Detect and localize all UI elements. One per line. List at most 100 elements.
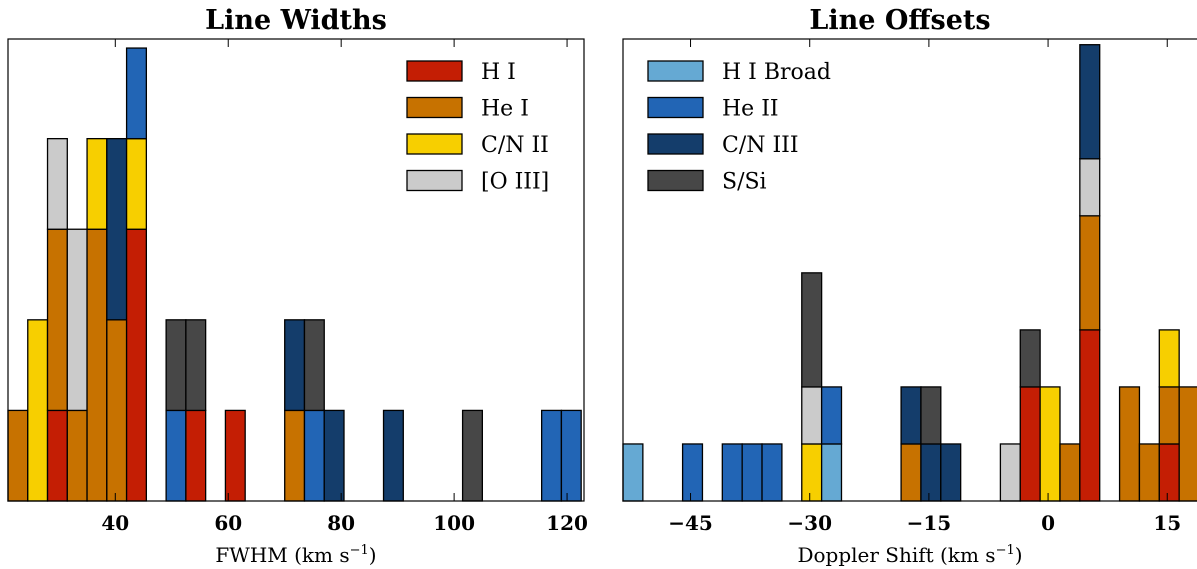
bar-segment	[185, 319, 207, 412]
bar-segment	[999, 443, 1021, 502]
bar-segment	[284, 409, 306, 502]
bar-segment	[382, 409, 404, 502]
bar-segment	[125, 228, 148, 502]
legend-swatch	[647, 96, 704, 119]
x-axis-label-end: )	[369, 543, 377, 567]
bar-segment	[1079, 158, 1101, 217]
x-axis-label-end: )	[1015, 543, 1023, 567]
bar-segment	[1158, 386, 1180, 445]
legend-swatch	[406, 60, 463, 82]
tick-label: 0	[1041, 511, 1055, 535]
bar-segment	[920, 443, 942, 502]
bar-segment	[920, 386, 942, 445]
bar-segment	[1178, 386, 1197, 502]
bar-segment	[1158, 329, 1180, 388]
legend: H I He I C/N II [O III]	[406, 60, 549, 195]
bar-segment	[125, 47, 148, 140]
tick-label: 80	[327, 511, 355, 535]
tick-label: −30	[787, 511, 832, 535]
bar-segment	[165, 409, 187, 502]
bar-segment	[46, 409, 68, 502]
legend-swatch	[647, 60, 704, 82]
x-axis-label-sup: −1	[996, 543, 1015, 558]
bar-segment	[681, 443, 704, 502]
plot-frame	[622, 38, 1197, 502]
bar-segment	[7, 409, 29, 502]
x-axis-label-sup: −1	[350, 543, 369, 558]
bar-segment	[801, 443, 823, 502]
bar-segment	[900, 386, 922, 445]
bar-segment	[721, 443, 743, 502]
bar-segment	[224, 409, 246, 502]
bar-segment	[323, 409, 345, 502]
bar-segment	[66, 409, 88, 502]
plot-frame	[7, 38, 585, 502]
legend-label: C/N III	[722, 133, 799, 158]
bar-segment	[761, 443, 783, 502]
bars-group	[7, 47, 582, 502]
x-axis-label-main: FWHM (km s	[215, 543, 349, 567]
bar-segment	[185, 409, 207, 502]
bar-segment	[741, 443, 763, 502]
legend: H I Broad He II C/N III S/Si	[647, 60, 831, 195]
bars-group	[622, 44, 1197, 502]
bar-segment	[284, 319, 306, 412]
bar-segment	[106, 137, 128, 321]
tick-label: 40	[101, 511, 129, 535]
bar-segment	[940, 443, 962, 502]
bar-segment	[303, 319, 325, 412]
bar-segment	[801, 272, 823, 388]
bar-segment	[1059, 443, 1081, 502]
bar-segment	[1019, 329, 1041, 388]
bar-segment	[1019, 386, 1041, 502]
legend-label: He II	[722, 97, 779, 122]
bar-segment	[622, 443, 644, 502]
bar-segment	[1158, 443, 1180, 502]
bar-segment	[86, 228, 108, 502]
legend-swatch	[406, 96, 463, 119]
tick-label: 100	[433, 511, 475, 535]
bar-segment	[165, 319, 187, 412]
bar-segment	[820, 386, 843, 445]
legend-label: H I Broad	[722, 60, 831, 85]
bar-segment	[540, 409, 563, 502]
line-offsets-panel: Line Offsets −45 −30 −15 0 15 Doppler Shift …	[622, 5, 1197, 567]
bar-segment	[1079, 44, 1101, 160]
legend-label: He I	[481, 97, 529, 122]
tick-label: −15	[907, 511, 952, 535]
bar-segment	[820, 443, 843, 502]
legend-swatch	[406, 169, 463, 192]
tick-label: 60	[214, 511, 242, 535]
bar-segment	[1039, 386, 1061, 502]
bar-segment	[1079, 329, 1101, 502]
bar-segment	[1138, 443, 1160, 502]
legend-swatch	[406, 133, 463, 155]
bar-segment	[46, 137, 68, 230]
chart-title: Line Offsets	[809, 5, 990, 36]
x-axis-label-main: Doppler Shift (km s	[797, 543, 995, 567]
legend-swatch	[647, 133, 704, 155]
bar-segment	[900, 443, 922, 502]
bar-segment	[46, 228, 68, 412]
bar-segment	[66, 228, 88, 412]
bar-segment	[1079, 215, 1101, 331]
bar-segment	[560, 409, 582, 502]
bar-segment	[86, 137, 108, 230]
bar-segment	[27, 319, 49, 502]
bar-segment	[1118, 386, 1141, 502]
line-widths-panel: Line Widths 40 60 80 100 120 FWHM (km s−1) H…	[7, 5, 588, 567]
legend-swatch	[647, 169, 704, 192]
legend-label: S/Si	[722, 170, 767, 195]
tick-label: 120	[546, 511, 588, 535]
bar-segment	[125, 137, 148, 230]
tick-label: 15	[1153, 511, 1181, 535]
bar-segment	[461, 409, 484, 502]
legend-label: C/N II	[481, 133, 549, 158]
x-ticks: 40 60 80 100 120	[101, 39, 588, 535]
bar-segment	[303, 409, 325, 502]
legend-label: [O III]	[481, 170, 549, 195]
bar-segment	[801, 386, 823, 445]
x-axis-label: FWHM (km s−1)	[215, 543, 376, 567]
x-ticks: −45 −30 −15 0 15	[668, 39, 1181, 535]
